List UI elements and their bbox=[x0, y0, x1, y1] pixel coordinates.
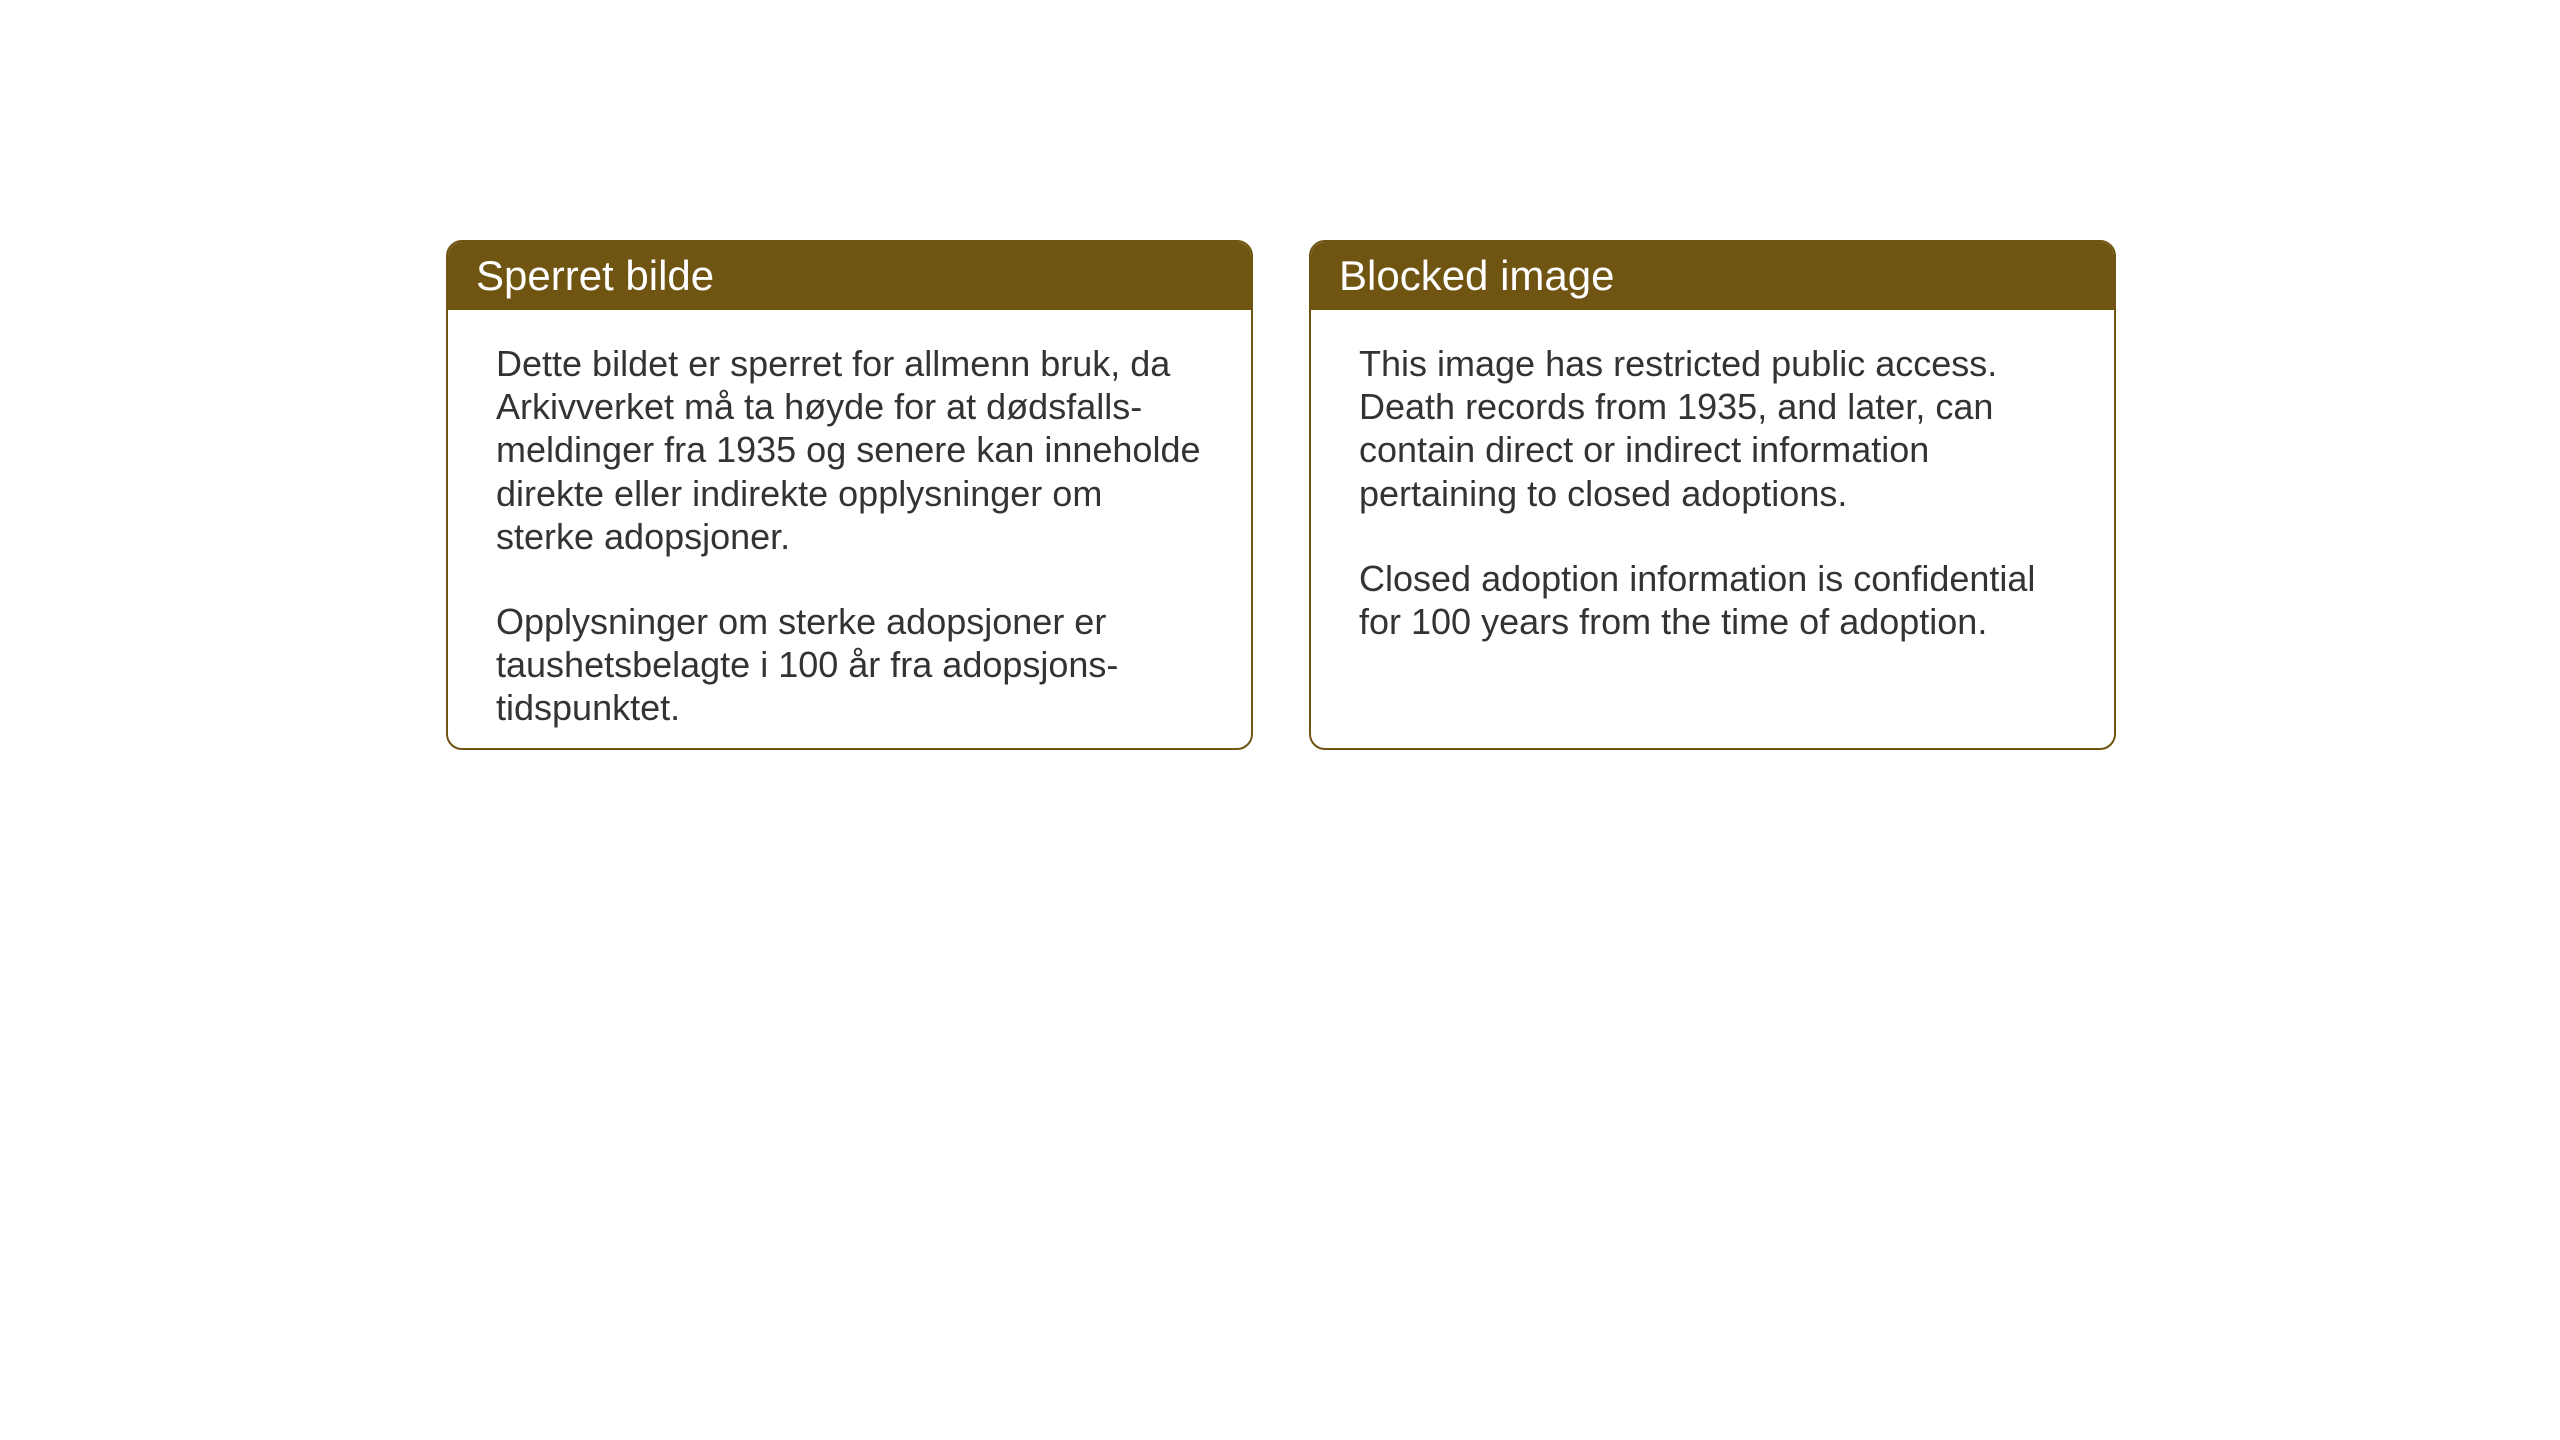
cards-container: Sperret bilde Dette bildet er sperret fo… bbox=[0, 0, 2560, 750]
card-paragraph2-english: Closed adoption information is confident… bbox=[1359, 557, 2066, 643]
card-norwegian: Sperret bilde Dette bildet er sperret fo… bbox=[446, 240, 1253, 750]
card-english: Blocked image This image has restricted … bbox=[1309, 240, 2116, 750]
card-paragraph2-norwegian: Opplysninger om sterke adopsjoner er tau… bbox=[496, 600, 1203, 730]
card-title-english: Blocked image bbox=[1339, 252, 1614, 299]
card-paragraph1-norwegian: Dette bildet er sperret for allmenn bruk… bbox=[496, 342, 1203, 558]
card-body-english: This image has restricted public access.… bbox=[1311, 310, 2114, 675]
card-header-norwegian: Sperret bilde bbox=[448, 242, 1251, 310]
card-body-norwegian: Dette bildet er sperret for allmenn bruk… bbox=[448, 310, 1251, 750]
card-title-norwegian: Sperret bilde bbox=[476, 252, 714, 299]
card-paragraph1-english: This image has restricted public access.… bbox=[1359, 342, 2066, 515]
card-header-english: Blocked image bbox=[1311, 242, 2114, 310]
